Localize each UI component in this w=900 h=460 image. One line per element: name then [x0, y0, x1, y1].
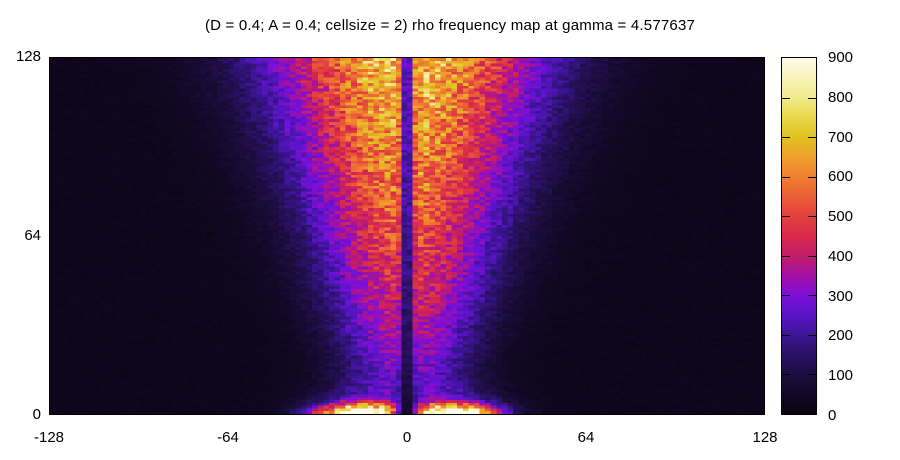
x-tick-label: 0: [402, 429, 412, 446]
colorbar-tick-label: 500: [828, 208, 854, 226]
colorbar-tick-label: 800: [828, 88, 854, 106]
colorbar-tick: [808, 216, 816, 218]
colorbar: [781, 57, 817, 415]
colorbar-tick-label: 200: [828, 327, 854, 345]
colorbar-tick: [782, 137, 790, 139]
colorbar-tick-label: 900: [828, 49, 854, 66]
y-tick-label: 0: [32, 406, 41, 423]
colorbar-tick: [782, 97, 790, 99]
colorbar-gradient: [782, 58, 816, 414]
heatmap-canvas: [50, 58, 764, 414]
colorbar-tick: [782, 374, 790, 376]
colorbar-tick: [808, 137, 816, 139]
colorbar-tick: [808, 255, 816, 257]
chart-title: (D = 0.4; A = 0.4; cellsize = 2) rho fre…: [204, 17, 696, 34]
colorbar-tick: [782, 295, 790, 297]
colorbar-tick: [808, 176, 816, 178]
colorbar-tick-label: 600: [828, 168, 854, 186]
y-tick-label: 128: [15, 48, 41, 65]
colorbar-tick-label: 100: [828, 367, 854, 385]
x-tick-label: -64: [217, 429, 239, 446]
x-tick-label: -128: [33, 429, 65, 446]
colorbar-tick: [808, 97, 816, 99]
colorbar-tick-label: 400: [828, 247, 854, 265]
colorbar-tick: [782, 176, 790, 178]
heatmap-plot: [49, 57, 765, 415]
colorbar-tick-label: 0: [828, 407, 837, 424]
colorbar-tick: [808, 334, 816, 336]
x-tick-label: 64: [577, 429, 595, 446]
colorbar-tick-label: 700: [828, 128, 854, 146]
colorbar-tick-label: 300: [828, 287, 854, 305]
x-tick-label: 128: [752, 429, 778, 446]
colorbar-tick: [808, 374, 816, 376]
colorbar-tick: [782, 216, 790, 218]
y-tick-label: 64: [24, 227, 41, 244]
colorbar-tick: [808, 295, 816, 297]
colorbar-tick: [782, 334, 790, 336]
colorbar-tick: [782, 255, 790, 257]
